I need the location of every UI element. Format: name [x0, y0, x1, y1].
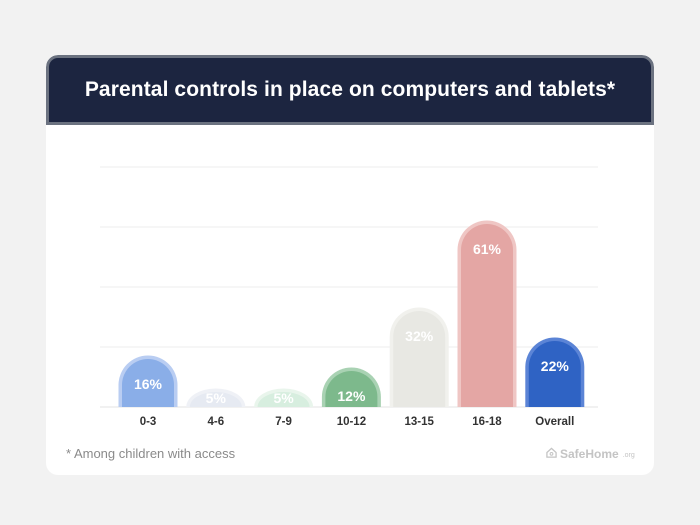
chart-header: Parental controls in place on computers … [46, 55, 654, 125]
x-tick-label: Overall [535, 416, 574, 428]
bar-value-label: 12% [337, 388, 366, 404]
bar [393, 311, 446, 407]
bar-value-label: 61% [473, 241, 502, 257]
x-tick-label: 4-6 [207, 416, 224, 428]
home-icon [546, 447, 557, 461]
footnote: * Among children with access [66, 446, 236, 461]
chart-card: 16% 5% 5% 12% 32% 61% 22% 0-3 4-6 7-9 10-12 13-15 1… [46, 55, 654, 475]
brand-logo: SafeHome .org [546, 447, 635, 461]
bar-group: 61% [457, 220, 517, 407]
x-tick-label: 16-18 [472, 416, 502, 428]
bar-chart: 16% 5% 5% 12% 32% 61% 22% 0-3 4-6 7-9 10-12 13-15 1… [100, 166, 598, 428]
bars: 16% 5% 5% 12% 32% 61% 22% [118, 220, 585, 407]
bar-group: 32% [389, 307, 449, 407]
bar-value-label: 5% [273, 390, 294, 406]
x-tick-label: 7-9 [275, 416, 292, 428]
bar [325, 371, 378, 407]
bar-group: 12% [321, 367, 381, 407]
bar [122, 359, 174, 407]
bar-value-label: 32% [405, 328, 434, 344]
bar [528, 341, 581, 407]
bar-group: 5% [186, 388, 246, 407]
bar [461, 224, 513, 407]
bar-value-label: 16% [134, 376, 163, 392]
bar [257, 392, 310, 407]
x-tick-label: 0-3 [140, 416, 157, 428]
brand-suffix: .org [622, 452, 635, 459]
x-tick-labels: 0-3 4-6 7-9 10-12 13-15 16-18 Overall [140, 416, 575, 428]
bar-group: 5% [254, 388, 314, 407]
chart-title: Parental controls in place on computers … [84, 78, 616, 101]
bar-group: 22% [525, 337, 585, 407]
brand-name: SafeHome [560, 447, 619, 461]
bar [189, 392, 242, 407]
x-tick-label: 13-15 [404, 416, 434, 428]
x-tick-label: 10-12 [337, 416, 366, 428]
bar-value-label: 5% [206, 390, 227, 406]
bar-value-label: 22% [541, 358, 570, 374]
bar-group: 16% [118, 355, 178, 407]
